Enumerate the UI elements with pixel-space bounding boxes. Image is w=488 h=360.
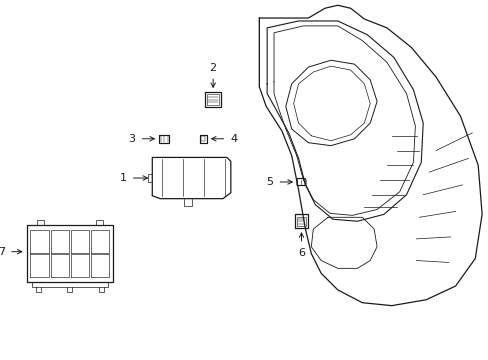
Text: 6: 6 [297, 248, 305, 258]
Text: 7: 7 [0, 247, 5, 257]
Text: 4: 4 [230, 134, 237, 144]
Text: 3: 3 [128, 134, 135, 144]
Text: 5: 5 [266, 177, 273, 187]
Text: 2: 2 [209, 63, 216, 72]
Text: 1: 1 [120, 173, 126, 183]
